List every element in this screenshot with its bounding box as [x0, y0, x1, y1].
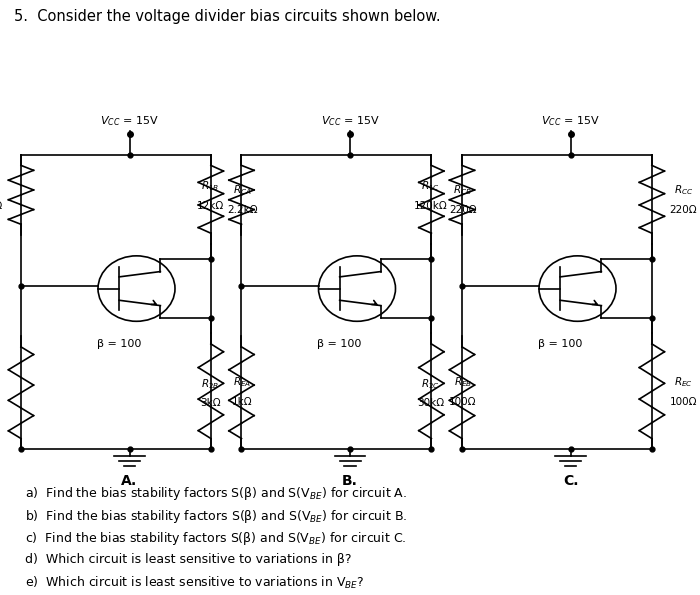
Text: $R_{1B}$: $R_{1B}$ — [201, 179, 219, 193]
Text: 5.  Consider the voltage divider bias circuits shown below.: 5. Consider the voltage divider bias cir… — [14, 9, 440, 24]
Text: $R_{CA}$: $R_{CA}$ — [233, 183, 252, 198]
Text: 12kΩ: 12kΩ — [197, 201, 223, 211]
Text: 3kΩ: 3kΩ — [199, 399, 220, 408]
Text: β = 100: β = 100 — [97, 339, 141, 349]
Text: A.: A. — [121, 474, 138, 488]
Text: $R_{EA}$: $R_{EA}$ — [233, 375, 251, 389]
Text: $R_{1C}$: $R_{1C}$ — [421, 179, 440, 193]
Text: e)  Which circuit is least sensitive to variations in V$_{BE}$?: e) Which circuit is least sensitive to v… — [25, 575, 364, 591]
Text: $R_{EC}$: $R_{EC}$ — [674, 375, 693, 389]
Text: 220Ω: 220Ω — [670, 205, 697, 215]
Text: 100Ω: 100Ω — [449, 397, 477, 407]
Text: 1kΩ: 1kΩ — [232, 397, 253, 407]
Text: β = 100: β = 100 — [538, 339, 582, 349]
Text: $R_{2B}$: $R_{2B}$ — [201, 377, 219, 391]
Text: 12kΩ: 12kΩ — [0, 201, 3, 211]
Text: 100Ω: 100Ω — [670, 397, 697, 407]
Text: $V_{CC}$ = 15V: $V_{CC}$ = 15V — [100, 114, 159, 128]
Text: $R_{2C}$: $R_{2C}$ — [421, 377, 440, 391]
Text: 30kΩ: 30kΩ — [417, 399, 444, 408]
Text: B.: B. — [342, 474, 358, 488]
Text: β = 100: β = 100 — [317, 339, 362, 349]
Text: d)  Which circuit is least sensitive to variations in β?: d) Which circuit is least sensitive to v… — [25, 553, 351, 566]
Text: 220Ω: 220Ω — [449, 205, 477, 215]
Text: $R_{EB}$: $R_{EB}$ — [454, 375, 472, 389]
Text: 120kΩ: 120kΩ — [414, 201, 447, 211]
Text: C.: C. — [563, 474, 578, 488]
Text: $V_{CC}$ = 15V: $V_{CC}$ = 15V — [541, 114, 600, 128]
Text: $R_{CC}$: $R_{CC}$ — [673, 183, 693, 198]
Text: b)  Find the bias stability factors S(β) and S(V$_{BE}$) for circuit B.: b) Find the bias stability factors S(β) … — [25, 508, 407, 525]
Text: a)  Find the bias stability factors S(β) and S(V$_{BE}$) for circuit A.: a) Find the bias stability factors S(β) … — [25, 485, 407, 502]
Text: $V_{CC}$ = 15V: $V_{CC}$ = 15V — [321, 114, 379, 128]
Text: 2.2kΩ: 2.2kΩ — [227, 205, 258, 215]
Text: c)  Find the bias stability factors S(β) and S(V$_{BE}$) for circuit C.: c) Find the bias stability factors S(β) … — [25, 530, 406, 547]
Text: $R_{CB}$: $R_{CB}$ — [454, 183, 473, 198]
